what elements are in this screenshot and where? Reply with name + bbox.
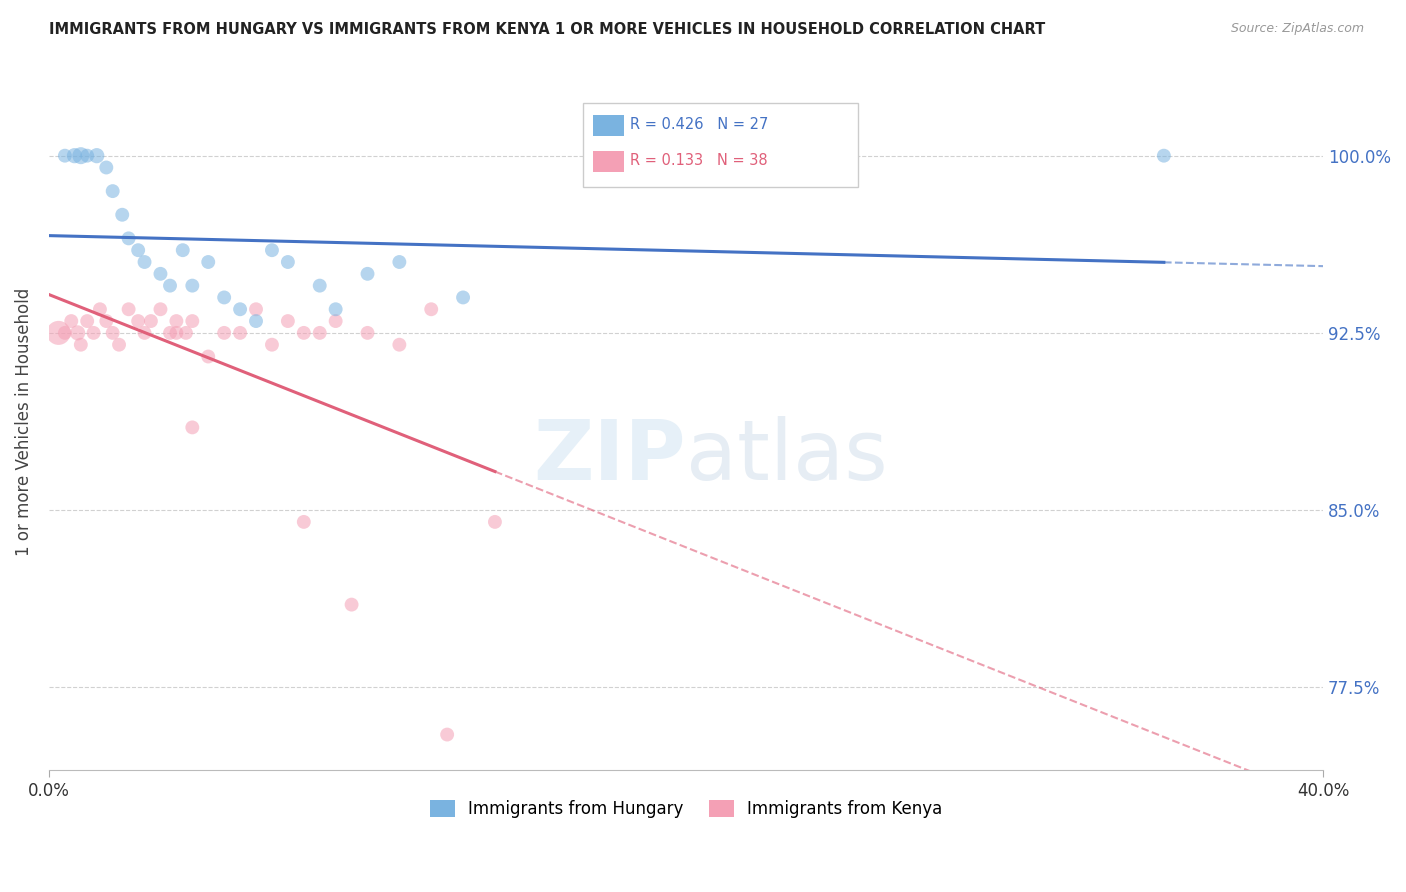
Point bbox=[277, 255, 299, 269]
Point bbox=[245, 314, 267, 328]
Point bbox=[388, 337, 411, 351]
Point bbox=[96, 314, 118, 328]
Point bbox=[325, 302, 347, 317]
Point bbox=[101, 326, 124, 340]
Point bbox=[117, 302, 139, 317]
Point bbox=[212, 290, 235, 304]
Point bbox=[76, 149, 98, 163]
Text: ZIP: ZIP bbox=[533, 416, 686, 497]
Point bbox=[197, 255, 219, 269]
Point bbox=[212, 326, 235, 340]
Legend: Immigrants from Hungary, Immigrants from Kenya: Immigrants from Hungary, Immigrants from… bbox=[423, 793, 949, 824]
Point bbox=[86, 149, 108, 163]
Text: Source: ZipAtlas.com: Source: ZipAtlas.com bbox=[1230, 22, 1364, 36]
Point bbox=[260, 337, 283, 351]
Point bbox=[229, 326, 252, 340]
Point bbox=[308, 278, 330, 293]
Point bbox=[63, 149, 86, 163]
Point bbox=[134, 326, 156, 340]
Point bbox=[149, 267, 172, 281]
Point bbox=[451, 290, 474, 304]
Point bbox=[127, 243, 149, 257]
Point bbox=[89, 302, 111, 317]
Point bbox=[229, 302, 252, 317]
Text: R = 0.426   N = 27: R = 0.426 N = 27 bbox=[630, 118, 768, 132]
Point bbox=[181, 314, 204, 328]
Text: atlas: atlas bbox=[686, 416, 887, 497]
Point bbox=[181, 420, 204, 434]
Point bbox=[292, 326, 315, 340]
Point bbox=[83, 326, 105, 340]
Point bbox=[484, 515, 506, 529]
Point bbox=[356, 267, 378, 281]
Point bbox=[66, 326, 89, 340]
Point bbox=[245, 302, 267, 317]
Point bbox=[60, 314, 83, 328]
Point bbox=[108, 337, 131, 351]
Point bbox=[139, 314, 162, 328]
Point bbox=[174, 326, 197, 340]
Point bbox=[308, 326, 330, 340]
Point bbox=[277, 314, 299, 328]
Point bbox=[127, 314, 149, 328]
Y-axis label: 1 or more Vehicles in Household: 1 or more Vehicles in Household bbox=[15, 287, 32, 556]
Point bbox=[69, 337, 91, 351]
Point bbox=[69, 149, 91, 163]
Point bbox=[388, 255, 411, 269]
Point bbox=[111, 208, 134, 222]
Point bbox=[340, 598, 363, 612]
Point bbox=[101, 184, 124, 198]
Point bbox=[181, 278, 204, 293]
Point bbox=[1153, 149, 1175, 163]
Point bbox=[48, 326, 70, 340]
Point bbox=[165, 326, 187, 340]
Point bbox=[149, 302, 172, 317]
Text: IMMIGRANTS FROM HUNGARY VS IMMIGRANTS FROM KENYA 1 OR MORE VEHICLES IN HOUSEHOLD: IMMIGRANTS FROM HUNGARY VS IMMIGRANTS FR… bbox=[49, 22, 1046, 37]
Point bbox=[159, 278, 181, 293]
Point bbox=[197, 350, 219, 364]
Point bbox=[172, 243, 194, 257]
Point bbox=[117, 231, 139, 245]
Point bbox=[356, 326, 378, 340]
Point bbox=[325, 314, 347, 328]
Point bbox=[260, 243, 283, 257]
Point bbox=[53, 149, 76, 163]
Point bbox=[420, 302, 443, 317]
Point bbox=[165, 314, 187, 328]
Point bbox=[159, 326, 181, 340]
Point bbox=[292, 515, 315, 529]
Point bbox=[53, 326, 76, 340]
Text: R = 0.133   N = 38: R = 0.133 N = 38 bbox=[630, 153, 768, 168]
Point bbox=[134, 255, 156, 269]
Point bbox=[76, 314, 98, 328]
Point bbox=[96, 161, 118, 175]
Point bbox=[436, 727, 458, 741]
